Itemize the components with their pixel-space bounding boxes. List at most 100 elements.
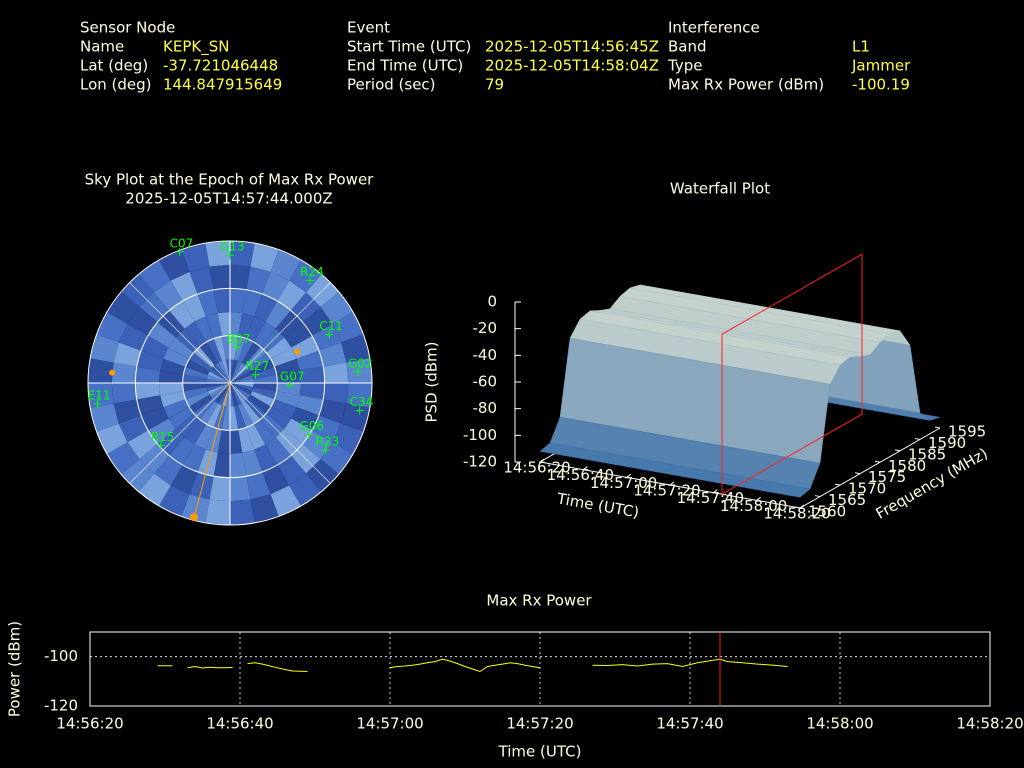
field-label: Period (sec) bbox=[347, 76, 436, 94]
chart-title: Waterfall Plot bbox=[670, 180, 770, 198]
z-tick-label: 0 bbox=[487, 293, 497, 311]
sky-cell bbox=[346, 383, 372, 408]
sky-cell bbox=[218, 383, 230, 406]
sky-cell bbox=[213, 288, 230, 314]
sky-cell bbox=[230, 264, 251, 290]
sky-cell bbox=[332, 423, 364, 454]
sky-cell bbox=[159, 249, 190, 281]
sky-cell bbox=[265, 437, 291, 465]
z-tick-label: -20 bbox=[473, 319, 498, 337]
sky-cell bbox=[230, 360, 242, 383]
sky-cell bbox=[169, 437, 195, 465]
satellite-point bbox=[305, 430, 314, 439]
sky-cell bbox=[96, 312, 128, 343]
x-tick bbox=[756, 496, 761, 501]
sky-cell bbox=[160, 358, 186, 375]
sky-cell bbox=[90, 403, 119, 432]
interference-marker bbox=[190, 513, 199, 522]
x-tick-label: 14:58:20 bbox=[763, 505, 830, 523]
epoch-plane bbox=[721, 253, 863, 496]
x-tick bbox=[799, 504, 805, 509]
satellite-point bbox=[355, 406, 364, 415]
satellite-point bbox=[306, 276, 315, 285]
sky-cell bbox=[194, 424, 214, 450]
x-tick bbox=[713, 489, 718, 494]
chart-title: Max Rx Power bbox=[486, 592, 592, 610]
field-value: Jammer bbox=[851, 57, 911, 75]
satellite-label: E11 bbox=[88, 388, 111, 402]
sky-cell bbox=[218, 360, 230, 383]
chart-title: Sky Plot at the Epoch of Max Rx Power bbox=[85, 171, 375, 189]
sky-cell bbox=[182, 294, 206, 322]
field-value: 144.847915649 bbox=[163, 76, 282, 94]
x-tick-label: 14:56:20 bbox=[56, 715, 123, 733]
satellite-point bbox=[175, 247, 184, 256]
sky-cell bbox=[274, 358, 300, 375]
x-tick-label: 14:56:20 bbox=[503, 459, 570, 477]
satellite-label: G07 bbox=[280, 370, 305, 384]
sky-cell bbox=[225, 383, 230, 407]
satellite-point bbox=[321, 445, 330, 454]
sky-cell bbox=[127, 430, 158, 460]
sky-cell bbox=[341, 334, 370, 363]
sky-cell bbox=[276, 383, 301, 396]
sky-cell bbox=[181, 243, 210, 272]
field-value: 79 bbox=[485, 76, 504, 94]
x-tick bbox=[583, 466, 588, 471]
sky-cell bbox=[209, 383, 230, 399]
sky-cell bbox=[230, 383, 246, 404]
sky-cell bbox=[230, 359, 239, 383]
sky-cell bbox=[199, 342, 219, 365]
sky-cell bbox=[230, 312, 243, 337]
sky-cell bbox=[205, 313, 222, 339]
sky-cell bbox=[230, 383, 235, 407]
sky-cell bbox=[217, 429, 230, 454]
sky-cell bbox=[241, 342, 261, 365]
sky-cell bbox=[230, 406, 239, 431]
sky-cell bbox=[230, 383, 254, 392]
sky-cell bbox=[168, 406, 194, 429]
sky-cell bbox=[253, 374, 278, 383]
sky-cell bbox=[194, 316, 214, 342]
sky-cell bbox=[319, 342, 347, 367]
sky-cell bbox=[234, 405, 247, 430]
sky-cell bbox=[185, 359, 210, 375]
satellite-point bbox=[325, 330, 334, 339]
field-value: 2025-12-05T14:58:04Z bbox=[485, 57, 659, 75]
satellite-label: G02 bbox=[348, 356, 373, 370]
y-tick bbox=[934, 426, 941, 429]
satellite-point bbox=[353, 367, 362, 376]
sky-cell bbox=[88, 358, 114, 383]
sky-cell bbox=[253, 321, 276, 347]
sky-cell bbox=[206, 383, 230, 388]
field-value: -100.19 bbox=[852, 76, 910, 94]
sky-cell bbox=[225, 359, 230, 383]
sky-cell bbox=[197, 289, 218, 317]
sky-cell bbox=[182, 444, 206, 472]
sky-cell bbox=[312, 415, 342, 443]
satellite-label: C11 bbox=[319, 319, 343, 333]
sky-cell bbox=[111, 362, 137, 383]
y-axis-label: Power (dBm) bbox=[6, 621, 24, 717]
sky-cell bbox=[271, 399, 297, 419]
sky-cell bbox=[206, 403, 222, 428]
sky-cell bbox=[217, 312, 230, 337]
sky-cell bbox=[205, 427, 222, 453]
sky-cell bbox=[319, 399, 347, 424]
sky-cell bbox=[138, 260, 171, 293]
field-label: Lat (deg) bbox=[80, 57, 148, 75]
field-value: L1 bbox=[852, 38, 870, 56]
sky-cell bbox=[277, 455, 307, 486]
sky-cell bbox=[135, 383, 161, 400]
sky-cell bbox=[246, 266, 271, 294]
sky-cell bbox=[230, 241, 255, 267]
sky-cell bbox=[277, 280, 307, 311]
interference-marker bbox=[294, 348, 301, 355]
sky-cell bbox=[169, 301, 195, 329]
sky-cell bbox=[159, 383, 184, 396]
satellite-point bbox=[251, 370, 260, 379]
z-tick-label: -40 bbox=[473, 346, 498, 364]
sky-cell bbox=[181, 494, 210, 523]
sky-cell bbox=[88, 383, 114, 408]
sky-cell bbox=[213, 452, 230, 478]
